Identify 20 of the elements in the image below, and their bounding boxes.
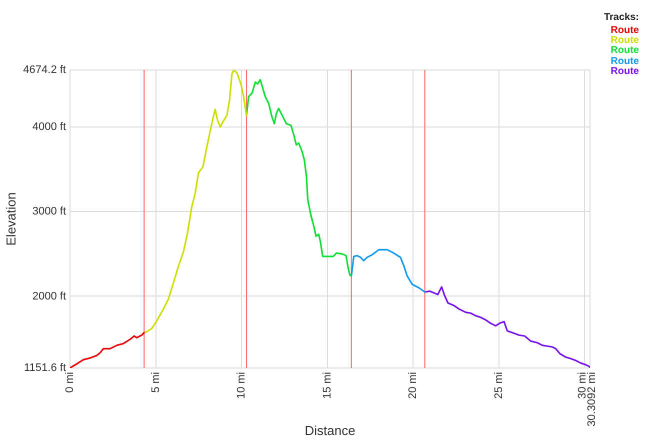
text: Route: [610, 34, 639, 46]
y-tick-label: 4000 ft: [32, 121, 66, 134]
text: Route: [610, 66, 639, 78]
y-tick-label: 2000 ft: [32, 290, 66, 302]
y-tick-label: 4674.2 ft: [23, 64, 66, 76]
x-tick-label: 30.3092 mi: [586, 372, 598, 426]
text: Route: [610, 45, 639, 57]
x-axis-title: Distance: [304, 422, 356, 438]
y-tick-label: 1151.6 ft: [24, 362, 66, 374]
text: Route: [610, 56, 639, 67]
x-tick-label: 20 mi: [407, 372, 420, 399]
legend-title: Tracks:: [604, 12, 639, 24]
text: Route: [610, 24, 639, 36]
x-tick-label: 0 mi: [64, 372, 76, 393]
y-tick-label: 3000 ft: [32, 206, 66, 218]
y-axis-title: Elevation: [3, 192, 18, 246]
x-tick-label: 10 mi: [236, 372, 248, 399]
x-tick-label: 25 mi: [492, 372, 505, 399]
x-tick-label: 5 mi: [150, 372, 162, 393]
x-tick-label: 15 mi: [321, 372, 334, 399]
